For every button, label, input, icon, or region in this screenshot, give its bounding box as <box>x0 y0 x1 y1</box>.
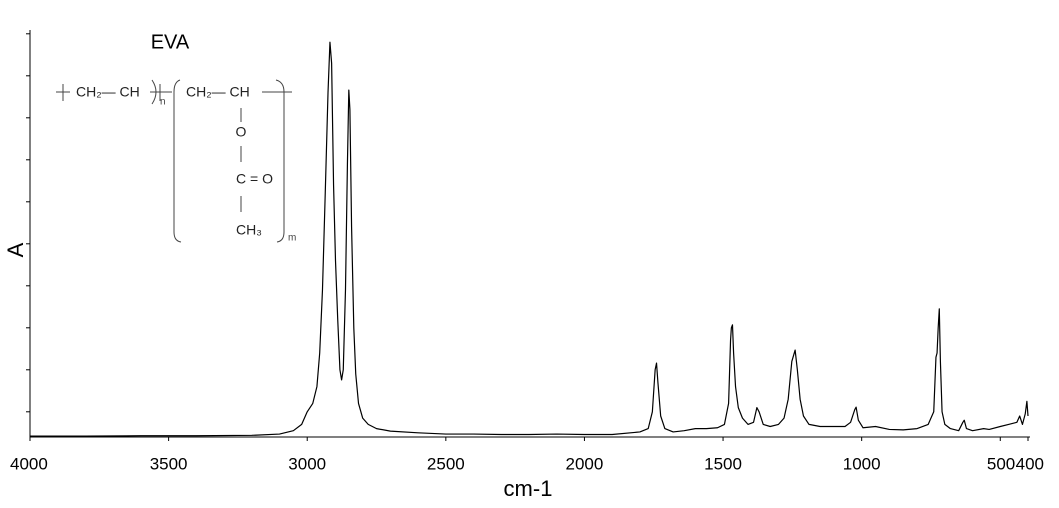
formula-sub: m <box>288 233 296 244</box>
x-tick-label: 2500 <box>427 454 465 473</box>
x-tick-label: 3000 <box>288 454 326 473</box>
formula: CH₂— CH <box>186 84 250 100</box>
x-tick-label: 400 <box>1016 454 1044 473</box>
x-tick-label: 2000 <box>566 454 604 473</box>
x-tick-label: 1500 <box>704 454 742 473</box>
x-tick-label: 3500 <box>150 454 188 473</box>
annotation-title: EVA <box>151 31 190 53</box>
x-tick-label: 4000 <box>10 454 48 473</box>
formula-sub: n <box>160 97 166 108</box>
formula: C = O <box>236 171 273 187</box>
x-tick-label: 500 <box>987 454 1015 473</box>
formula: CH₃ <box>236 222 262 238</box>
x-tick-label: 1000 <box>843 454 881 473</box>
formula: CH₂— CH <box>76 84 140 100</box>
structure-brackets <box>56 79 292 243</box>
spectrum-line <box>30 41 1029 437</box>
y-axis-label: A <box>3 242 28 257</box>
formula: O <box>236 124 247 140</box>
x-axis-label: cm-1 <box>504 476 553 501</box>
